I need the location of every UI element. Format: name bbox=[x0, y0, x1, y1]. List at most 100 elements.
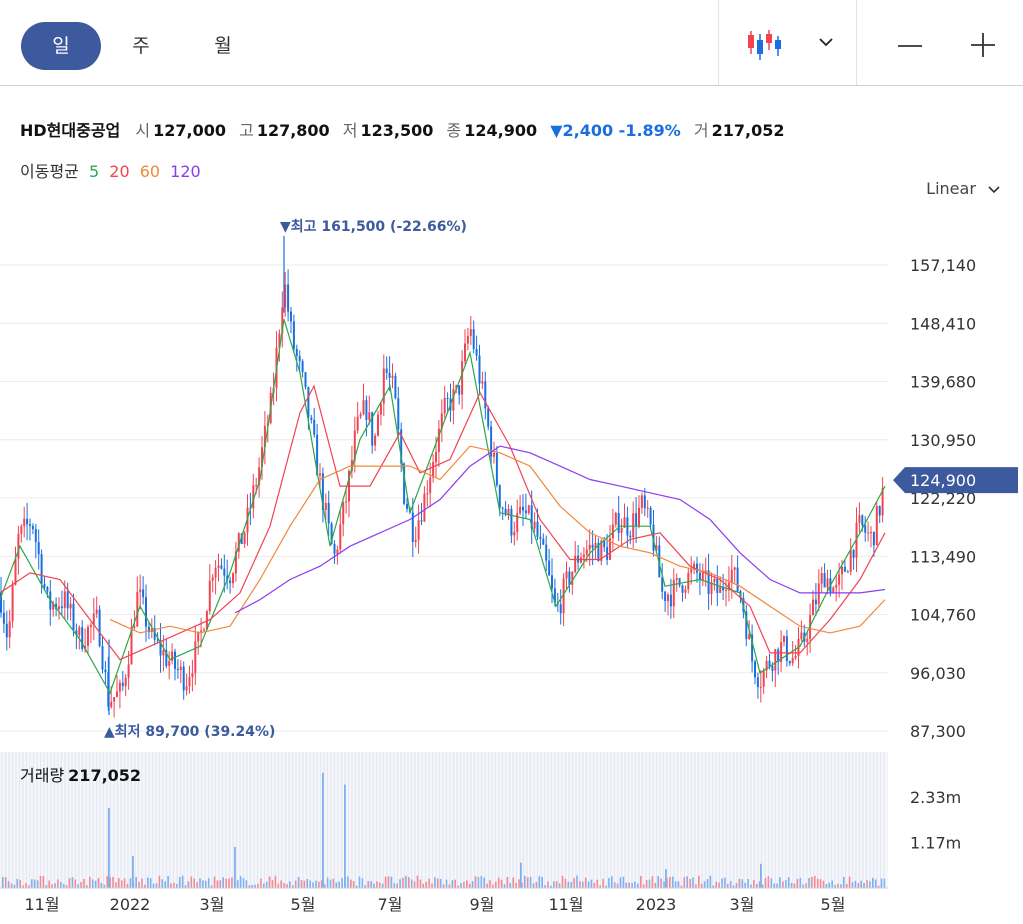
x-tick-label: 9월 bbox=[470, 895, 495, 914]
volume-bar bbox=[605, 885, 607, 888]
candlestick-icon[interactable] bbox=[746, 26, 786, 62]
volume-bar bbox=[147, 877, 149, 888]
volume-bar bbox=[205, 880, 207, 888]
volume-bar bbox=[280, 880, 282, 888]
tab-weekly[interactable]: 주 bbox=[132, 35, 150, 57]
candle-body bbox=[182, 666, 185, 691]
volume-bar bbox=[582, 881, 584, 888]
candle-body bbox=[562, 578, 565, 614]
volume-bar bbox=[274, 875, 277, 888]
volume-bar bbox=[718, 882, 720, 888]
volume-bar bbox=[74, 879, 77, 888]
candle-body bbox=[391, 375, 394, 378]
candle-body bbox=[229, 580, 232, 584]
candle-body bbox=[185, 686, 188, 691]
volume-bar bbox=[782, 881, 784, 888]
volume-bar bbox=[350, 879, 352, 888]
volume-bar bbox=[727, 883, 729, 888]
candle-body bbox=[223, 568, 226, 576]
candle-body bbox=[539, 536, 542, 539]
candle-body bbox=[765, 660, 768, 671]
candle-body bbox=[327, 502, 330, 524]
candle-body bbox=[545, 544, 548, 561]
candle-body bbox=[446, 397, 449, 399]
volume-bar bbox=[89, 876, 91, 888]
candle-body bbox=[582, 554, 585, 558]
candle-body bbox=[208, 580, 211, 612]
scale-mode-dropdown[interactable]: Linear bbox=[926, 179, 1001, 198]
candle-body bbox=[313, 419, 316, 435]
tab-daily[interactable]: 일 bbox=[21, 22, 101, 70]
candle-body bbox=[333, 543, 336, 554]
volume-bar bbox=[802, 884, 804, 888]
candle-body bbox=[440, 413, 443, 429]
price-annotations: ▼최고 161,500 (-22.66%) ▲최저 89,700 (39.24%… bbox=[104, 219, 467, 740]
candle-body bbox=[495, 452, 498, 486]
y-tick-label: 113,490 bbox=[910, 547, 976, 566]
minus-icon[interactable] bbox=[896, 32, 924, 60]
candle-body bbox=[417, 520, 420, 540]
candle-body bbox=[40, 554, 43, 584]
candle-body bbox=[820, 573, 823, 584]
volume-bar bbox=[524, 875, 526, 888]
x-tick-label: 11월 bbox=[24, 895, 59, 914]
volume-bar bbox=[402, 877, 404, 888]
volume-bar bbox=[674, 881, 677, 888]
candle-body bbox=[701, 570, 704, 580]
volume-bar bbox=[373, 883, 375, 888]
candle-body bbox=[762, 670, 765, 687]
candle-body bbox=[800, 632, 803, 639]
volume-bar bbox=[497, 877, 500, 888]
volume-bar bbox=[309, 880, 311, 888]
tab-monthly[interactable]: 월 bbox=[214, 35, 232, 57]
volume-bar bbox=[521, 882, 523, 888]
volume-bar bbox=[48, 880, 50, 888]
candle-body bbox=[336, 549, 339, 554]
volume-bar bbox=[538, 876, 541, 888]
volume-bar bbox=[468, 883, 471, 888]
volume-bar bbox=[657, 876, 659, 888]
candle-body bbox=[159, 640, 162, 656]
volume-bar bbox=[570, 882, 572, 888]
volume-bar bbox=[869, 881, 871, 888]
volume-bar bbox=[108, 807, 110, 888]
candle-body bbox=[31, 525, 34, 530]
candle-body bbox=[403, 463, 406, 504]
volume-bar bbox=[463, 881, 465, 888]
candle-body bbox=[5, 623, 8, 638]
volume-bar bbox=[816, 878, 819, 888]
candle-body bbox=[843, 566, 846, 572]
volume-bar bbox=[271, 880, 274, 888]
candle-body bbox=[870, 532, 872, 534]
candle-body bbox=[101, 646, 104, 670]
current-price-label: 124,900 bbox=[910, 471, 976, 490]
volume-bar bbox=[242, 878, 245, 888]
candle-body bbox=[388, 372, 391, 378]
volume-bar bbox=[877, 885, 880, 888]
candle-body bbox=[768, 660, 771, 666]
volume-bar bbox=[422, 883, 425, 888]
candle-body bbox=[423, 493, 426, 522]
candle-body bbox=[362, 400, 365, 415]
candle-body bbox=[72, 603, 75, 631]
candle-body bbox=[475, 348, 478, 356]
volume-bar bbox=[518, 879, 520, 888]
candle-body bbox=[730, 569, 733, 583]
price-chart[interactable]: 157,140 148,410 139,680 130,950 122,220 113,4… bbox=[0, 190, 1023, 924]
candle-body bbox=[756, 677, 759, 688]
volume-bar bbox=[573, 878, 575, 888]
volume-bar bbox=[277, 883, 280, 888]
volume-bar bbox=[364, 885, 367, 888]
candle-body bbox=[783, 636, 785, 643]
volume-bar bbox=[828, 882, 831, 888]
candle-body bbox=[745, 611, 748, 640]
candle-body bbox=[17, 533, 20, 559]
plus-icon[interactable] bbox=[968, 30, 998, 60]
candle-body bbox=[858, 515, 861, 523]
candle-body bbox=[406, 503, 408, 509]
volume-bar bbox=[347, 876, 349, 888]
candle-body bbox=[220, 565, 223, 569]
chevron-down-icon[interactable] bbox=[817, 34, 835, 48]
candle-body bbox=[95, 609, 98, 614]
volume-bar bbox=[553, 881, 555, 888]
